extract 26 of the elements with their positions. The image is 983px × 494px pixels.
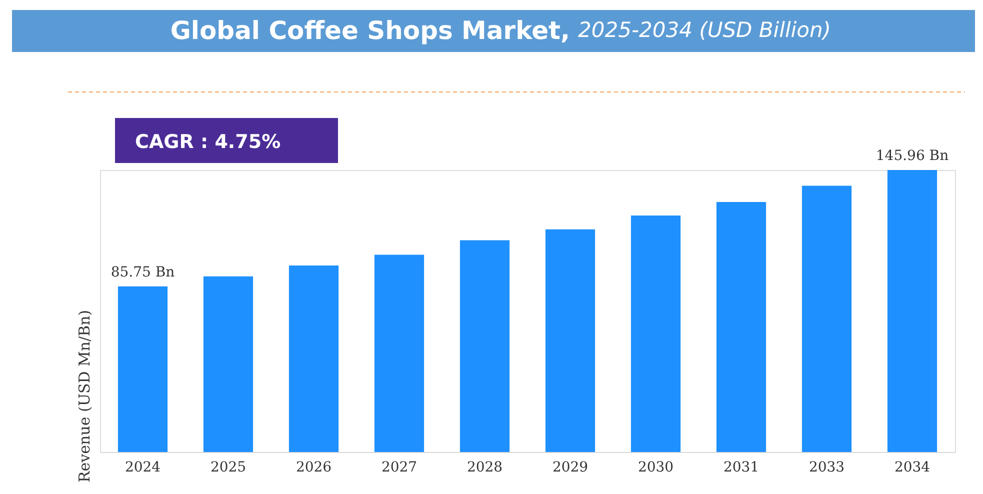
x-tick-label: 2027	[381, 460, 418, 476]
bar	[716, 202, 766, 452]
bar	[802, 186, 852, 452]
bar	[460, 240, 510, 452]
y-axis-title: Revenue (USD Mn/Bn)	[76, 310, 94, 482]
chart-title: Global Coffee Shops Market,	[170, 16, 570, 45]
bar	[630, 216, 681, 452]
bar	[288, 266, 339, 452]
x-tick-label: 2034	[894, 460, 930, 476]
x-tick-label: 2025	[210, 460, 246, 476]
x-tick-label: 2026	[296, 460, 332, 476]
bar	[374, 254, 424, 452]
bar	[887, 170, 938, 452]
x-tick-label: 2029	[552, 460, 588, 476]
bar	[203, 276, 254, 452]
x-tick-label: 2024	[124, 460, 161, 476]
data-label: 85.75 Bn	[110, 264, 175, 280]
data-label: 145.96 Bn	[876, 148, 949, 164]
bar	[545, 229, 596, 452]
x-tick-label: 2031	[723, 460, 760, 476]
text: CAGR : 4.75%	[135, 131, 281, 153]
chart-subtitle: 2025-2034 (USD Billion)	[578, 18, 831, 42]
x-tick-label: 2033	[808, 460, 845, 476]
x-tick-label: 2030	[638, 460, 674, 476]
x-tick-label: 2028	[466, 460, 503, 476]
bar	[118, 286, 168, 452]
